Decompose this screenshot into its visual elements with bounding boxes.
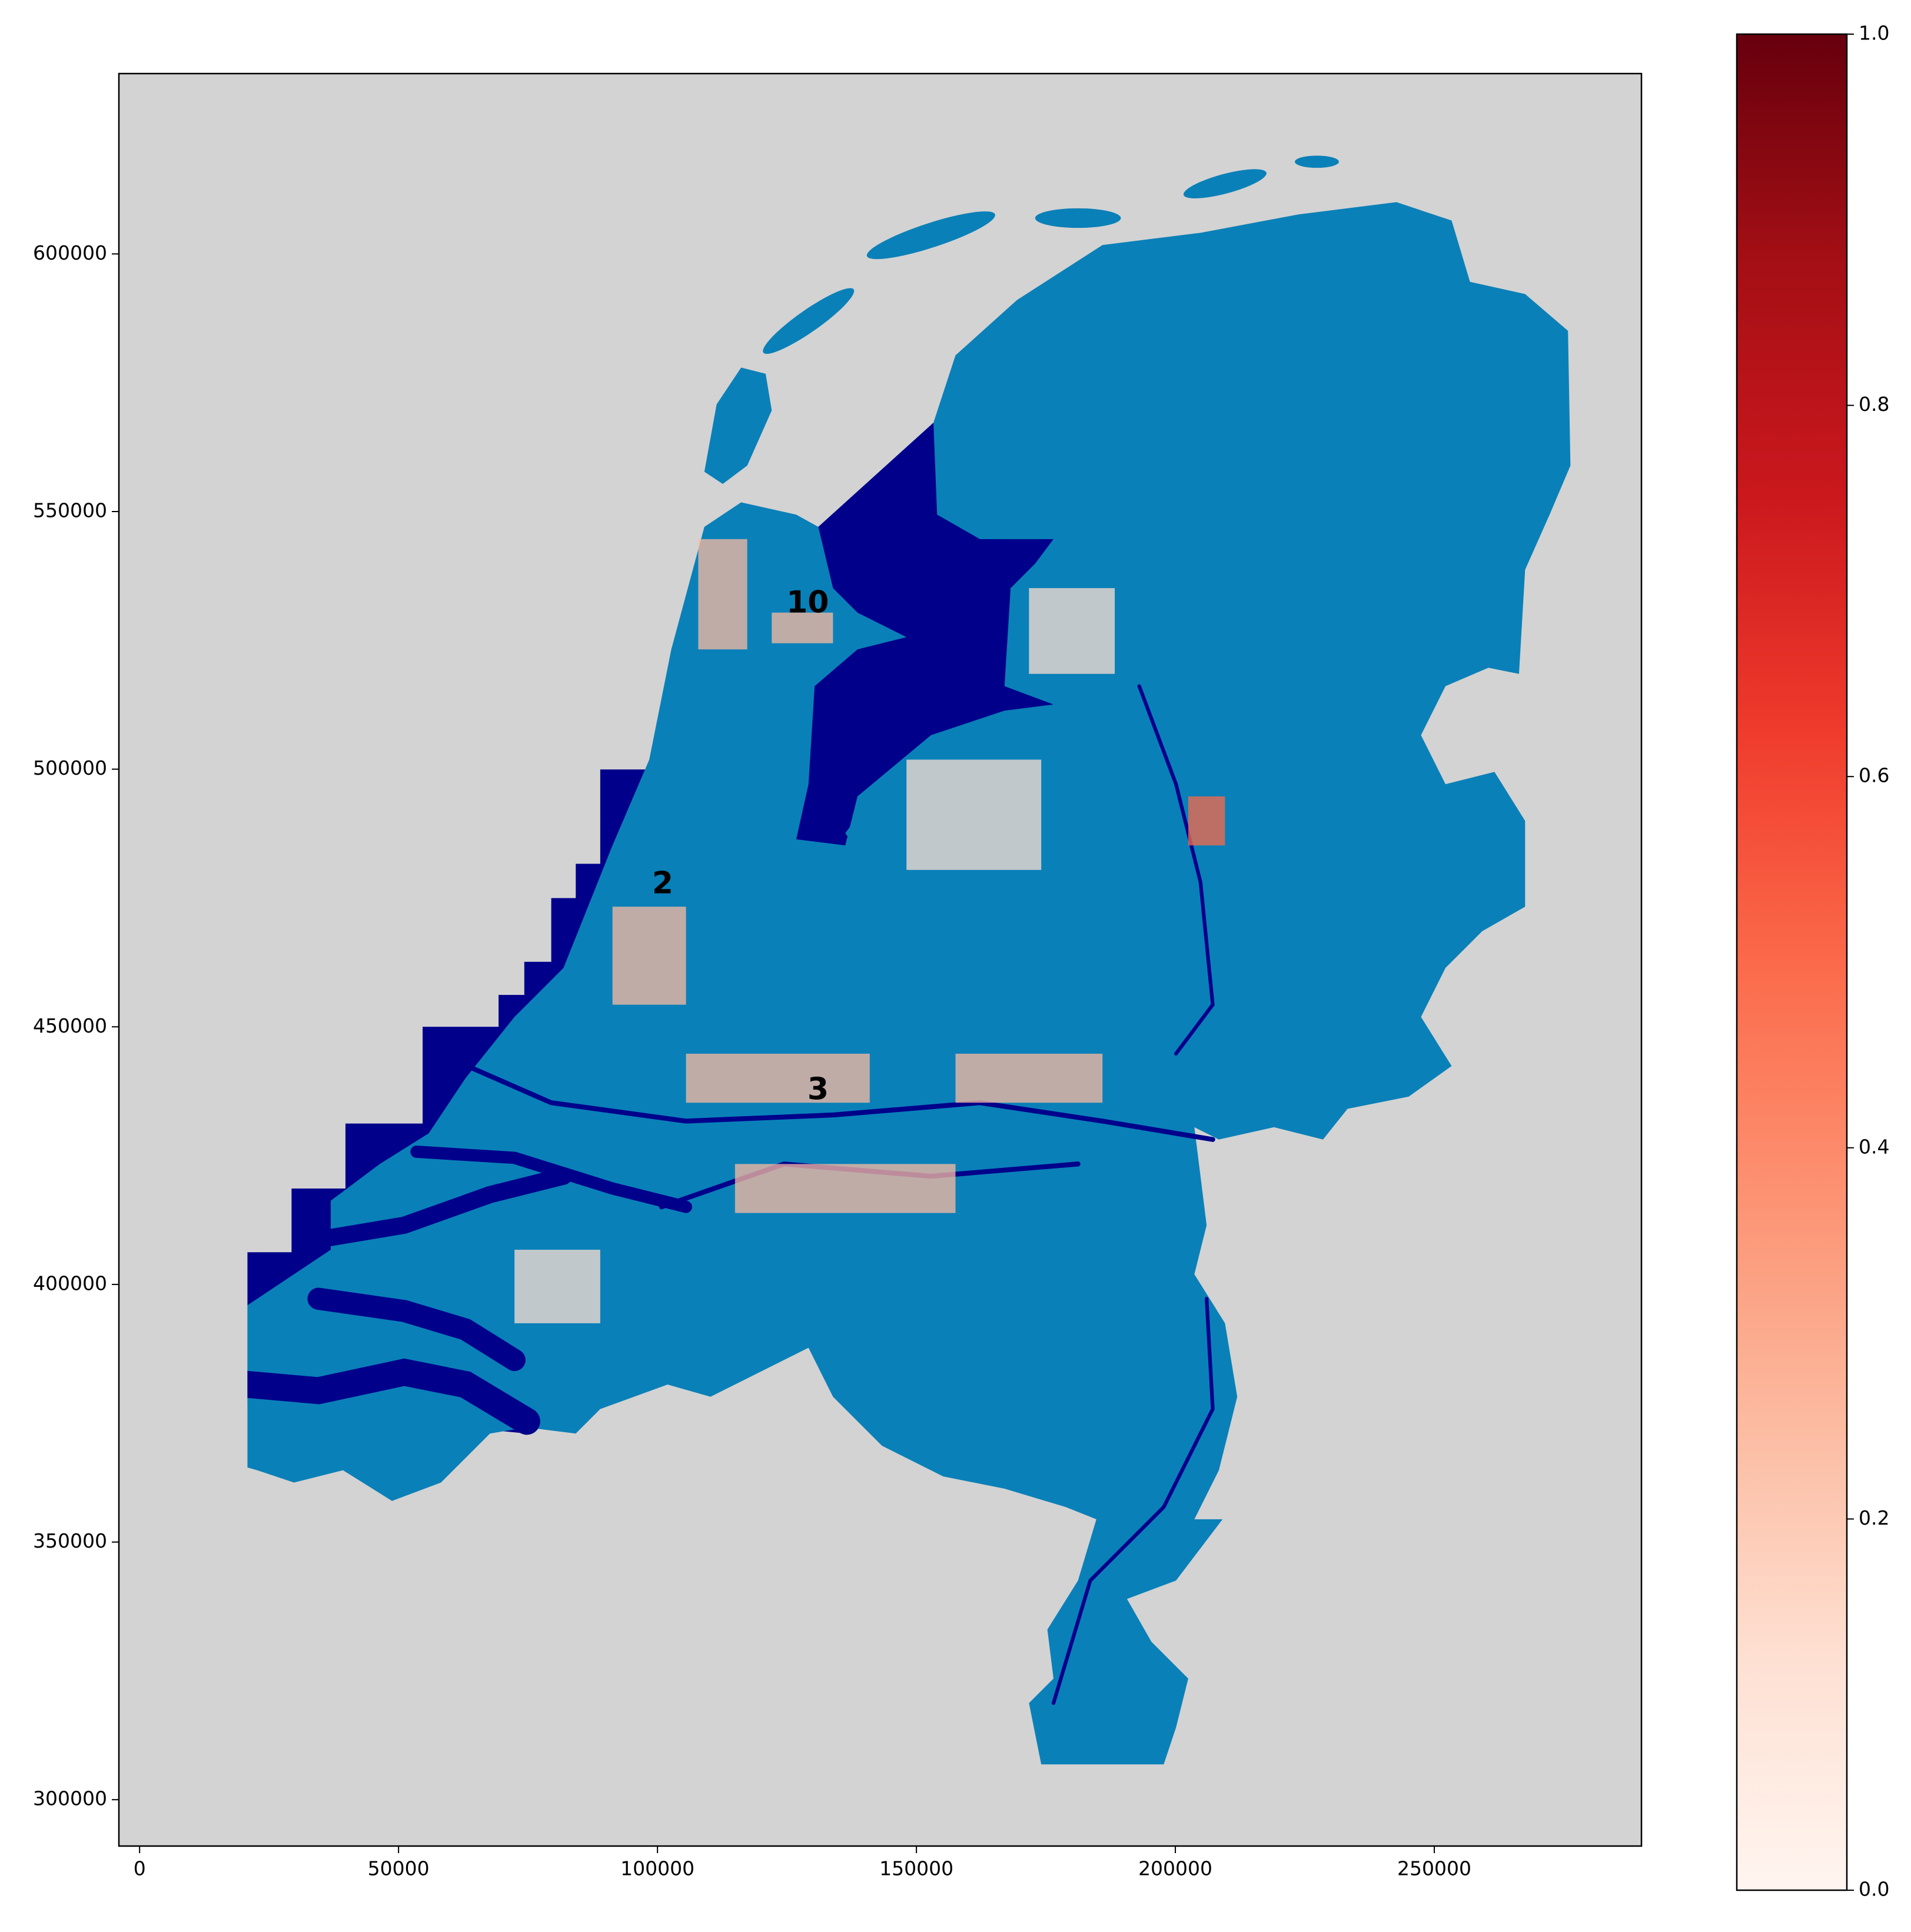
y-tick-label: 500000 [33, 756, 107, 779]
map [247, 155, 1571, 1765]
x-tick-label: 0 [134, 1857, 146, 1880]
estuaries [247, 684, 1215, 1705]
annotation: 10 [786, 585, 829, 620]
y-tick-label: 450000 [33, 1014, 107, 1037]
colorbar [1736, 33, 1848, 1891]
lake [796, 423, 1054, 846]
annotation: 3 [807, 1072, 829, 1107]
colorbar-tick-label: 0.2 [1859, 1506, 1889, 1529]
urban-patches [514, 539, 1225, 1323]
y-tick-label: 600000 [33, 241, 107, 264]
colorbar-tick-label: 0.8 [1859, 393, 1889, 416]
islands [704, 155, 1339, 484]
annotation: 2 [652, 866, 673, 901]
x-tick-label: 50000 [368, 1857, 430, 1880]
x-tick-label: 200000 [1138, 1857, 1212, 1880]
x-tick-label: 100000 [620, 1857, 694, 1880]
colorbar-tick-label: 1.0 [1859, 22, 1889, 45]
y-tick-label: 400000 [33, 1272, 107, 1294]
x-tick-label: 150000 [879, 1857, 953, 1880]
land [247, 202, 1571, 1765]
y-tick-label: 350000 [33, 1529, 107, 1552]
colorbar-tick-label: 0.0 [1859, 1878, 1889, 1901]
colorbar-tick-label: 0.6 [1859, 764, 1889, 787]
plot-frame [118, 72, 1643, 1847]
y-tick-label: 300000 [33, 1787, 107, 1810]
y-tick-label: 550000 [33, 499, 107, 522]
colorbar-tick-label: 0.4 [1859, 1135, 1889, 1158]
x-tick-label: 250000 [1397, 1857, 1471, 1880]
